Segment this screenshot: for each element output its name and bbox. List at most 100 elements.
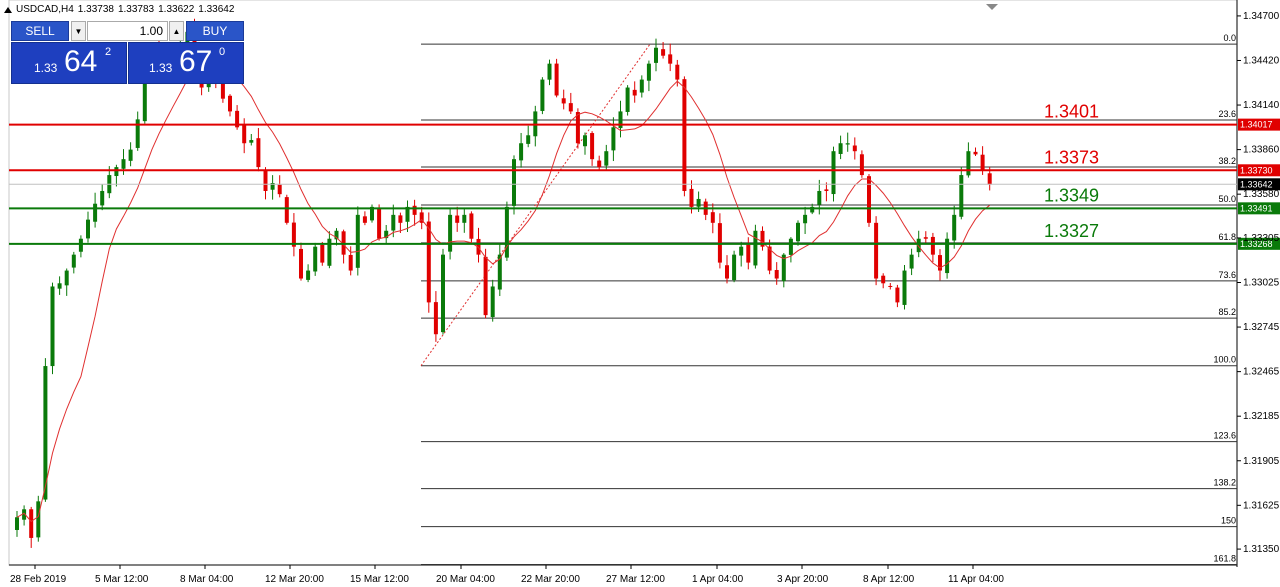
candle-66: [483, 248, 488, 319]
candle-body: [845, 143, 850, 145]
lot-size-input[interactable]: [87, 21, 168, 41]
candle-body: [540, 79, 545, 111]
candle-117: [845, 132, 850, 152]
candle-90: [654, 38, 658, 72]
price-tick-label-7: 1.32745: [1243, 322, 1280, 333]
price-tick-label-6: 1.33025: [1243, 278, 1280, 289]
buy-button[interactable]: BUY: [186, 21, 244, 41]
price-tick-label-4: 1.33580: [1243, 189, 1280, 200]
fib-level-label-3: 50.0: [1218, 194, 1236, 204]
price-tick-label-5: 1.33305: [1243, 233, 1280, 244]
candle-77: [561, 89, 566, 110]
candle-body: [909, 254, 914, 269]
fib-level-label-11: 161.8: [1213, 554, 1236, 564]
candle-36: [270, 175, 275, 200]
time-tick-label-9: 3 Apr 20:00: [777, 574, 829, 585]
candle-104: [753, 224, 758, 269]
candle-41: [306, 264, 311, 283]
candle-4: [43, 358, 48, 502]
candle-body: [568, 103, 573, 112]
fib-level-label-9: 138.2: [1213, 478, 1236, 488]
candle-body: [661, 49, 666, 56]
candle-87: [632, 81, 637, 103]
candle-47: [348, 246, 353, 276]
candle-107: [774, 262, 779, 285]
sell-button[interactable]: SELL: [11, 21, 69, 41]
candle-body: [987, 173, 992, 185]
candle-body: [398, 215, 403, 223]
candle-37: [277, 175, 282, 198]
buy-price-pips: 67: [179, 45, 213, 78]
moving-average-line: [16, 58, 991, 523]
candle-110: [796, 220, 800, 246]
candle-130: [938, 249, 942, 281]
candle-body: [874, 222, 879, 279]
price-tick-label-1: 1.34420: [1243, 55, 1280, 66]
candle-75: [547, 59, 552, 86]
sell-quote[interactable]: 1.33 64 2: [11, 42, 127, 84]
candle-101: [732, 250, 737, 283]
chart-shift-marker[interactable]: [986, 4, 998, 10]
candle-10: [86, 211, 90, 243]
candle-body: [490, 286, 495, 318]
horizontal-levels[interactable]: 1.3401 1.34017 1.3373 1.33730 1.3349 1.33491 1…: [9, 102, 1280, 250]
level-price-tag-bg: [1238, 237, 1280, 250]
fib-level-label-8: 123.6: [1213, 431, 1236, 441]
ohlc-low: 1.33622: [158, 4, 195, 15]
candle-35: [263, 167, 268, 200]
candle-body: [788, 238, 793, 255]
candle-116: [838, 135, 843, 160]
candle-43: [320, 241, 325, 266]
candle-62: [455, 206, 460, 232]
candle-49: [362, 211, 367, 226]
fibonacci-retracement[interactable]: 0.0 23.6 38.2 50.0 61.8 73.6 85.2 100.0 123.6 138…: [420, 33, 1237, 566]
candle-69: [504, 201, 509, 261]
price-tick-label-3: 1.33860: [1243, 145, 1280, 156]
candle-100: [725, 255, 729, 284]
time-tick-label-0: 28 Feb 2019: [10, 574, 67, 585]
candle-111: [803, 206, 808, 235]
fib-level-label-10: 150: [1221, 516, 1236, 526]
buy-price-prefix: 1.33: [149, 61, 173, 75]
candle-body: [43, 366, 48, 500]
candle-63: [462, 209, 467, 233]
candle-115: [831, 146, 836, 202]
candle-body: [952, 214, 957, 241]
candle-body: [78, 238, 83, 252]
candle-body: [959, 175, 964, 217]
candle-body: [803, 214, 808, 224]
candle-body: [838, 143, 843, 154]
candle-body: [817, 190, 822, 205]
candle-64: [469, 211, 474, 244]
candle-119: [859, 150, 864, 178]
candle-72: [526, 125, 531, 148]
price-tick-label-12: 1.31350: [1243, 544, 1280, 555]
candle-body: [547, 63, 552, 80]
candle-body: [902, 270, 907, 305]
candle-body: [739, 246, 744, 256]
lot-increase-icon[interactable]: ▲: [169, 21, 184, 41]
sell-price-prefix: 1.33: [34, 61, 58, 75]
collapse-triangle-icon[interactable]: [4, 6, 12, 13]
price-tick-label-9: 1.32185: [1243, 411, 1280, 422]
candle-48: [355, 206, 360, 276]
price-axis: 1.34700 1.34420 1.34140 1.33860 1.33580 1.333…: [1237, 11, 1280, 555]
candle-body: [284, 197, 289, 223]
candle-55: [405, 200, 410, 233]
candle-105: [760, 226, 765, 251]
lot-decrease-icon[interactable]: ▼: [71, 21, 86, 41]
candle-71: [519, 132, 524, 168]
fib-trend-line[interactable]: [420, 43, 651, 367]
candle-51: [377, 204, 382, 241]
fib-level-label-2: 38.2: [1218, 156, 1236, 166]
candle-5: [50, 282, 55, 375]
candle-6: [57, 276, 62, 295]
candle-body: [135, 119, 140, 148]
candle-91: [661, 41, 666, 59]
candle-58: [426, 212, 431, 313]
candle-89: [646, 60, 651, 92]
symbol-label: USDCAD,H4: [16, 4, 74, 15]
buy-quote[interactable]: 1.33 67 0: [128, 42, 244, 84]
candle-body: [362, 216, 367, 223]
